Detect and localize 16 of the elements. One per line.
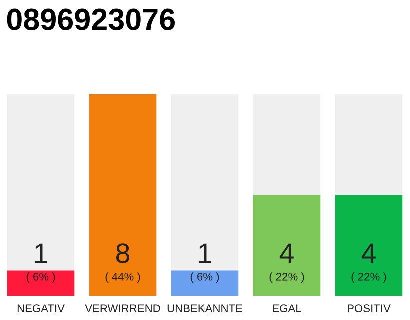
x-tick-label: EGAL (273, 304, 302, 312)
data-label: 8 (116, 244, 130, 264)
annotation: ( 6% ) (26, 272, 56, 284)
annotation: ( 44% ) (106, 272, 140, 284)
x-tick-label: NEGATIV (18, 304, 65, 312)
chart-title: 0896923076 (7, 8, 175, 30)
annotation: ( 22% ) (352, 272, 386, 284)
data-label: 1 (35, 244, 48, 264)
x-tick-label: UNBEKANNTE (168, 304, 242, 312)
annotation: ( 6% ) (190, 272, 220, 284)
x-tick-label: POSITIV (348, 304, 391, 312)
data-label: 1 (199, 244, 212, 264)
data-label: 4 (362, 244, 376, 264)
data-label: 4 (280, 244, 294, 264)
x-tick-label: VERWIRREND (85, 304, 160, 312)
annotation: ( 22% ) (270, 272, 304, 284)
